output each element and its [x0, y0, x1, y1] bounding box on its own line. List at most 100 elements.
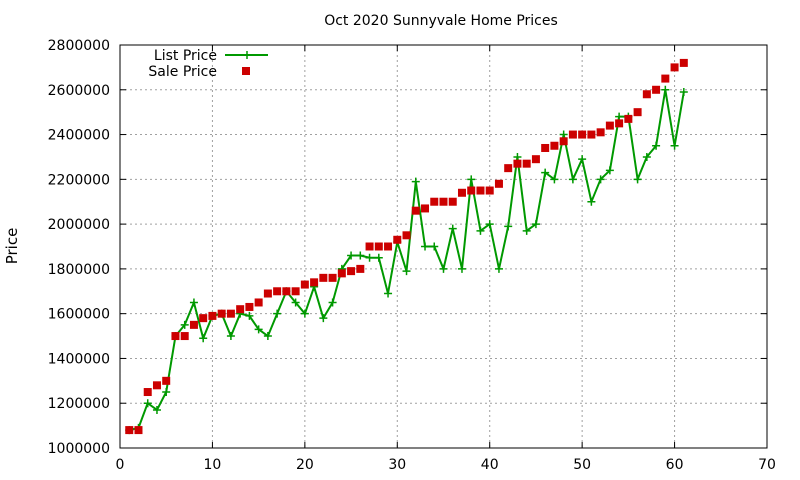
list-price-point — [596, 175, 605, 184]
sale-price-point — [411, 206, 420, 215]
sale-price-point — [199, 314, 208, 323]
tick-labels: 0 10 20 30 40 50 60 70 1000000 1200000 1400000 1600… — [48, 38, 776, 473]
list-price-point — [143, 399, 152, 408]
list-price-point — [679, 88, 688, 97]
sale-price-point — [356, 264, 365, 273]
sale-price-point — [374, 242, 383, 251]
list-price-point — [568, 175, 577, 184]
sale-price-point — [642, 90, 651, 99]
sale-price-point — [578, 130, 587, 139]
list-price-point — [642, 152, 651, 161]
y-tick-label: 2400000 — [48, 128, 110, 144]
list-price-point — [531, 220, 540, 229]
list-price-point — [411, 177, 420, 186]
sale-price-point — [439, 197, 448, 206]
sale-price-point — [282, 287, 291, 296]
sale-price-point — [476, 186, 485, 195]
sale-price-point — [661, 74, 670, 83]
list-price-point — [615, 112, 624, 121]
x-tick-label: 20 — [296, 457, 314, 473]
chart-title: Oct 2020 Sunnyvale Home Prices — [324, 13, 558, 29]
list-price-point — [263, 332, 272, 341]
list-price-point — [162, 388, 171, 397]
sale-price-point — [633, 108, 642, 117]
sale-price-point — [171, 332, 180, 341]
list-price-point — [189, 298, 198, 307]
list-price-point — [670, 141, 679, 150]
list-price-point — [652, 141, 661, 150]
list-price-point — [347, 251, 356, 260]
sale-price-point — [485, 186, 494, 195]
y-axis-label: Price — [3, 228, 21, 265]
sale-price-point — [189, 320, 198, 329]
sale-price-point — [254, 298, 263, 307]
list-price-point — [605, 166, 614, 175]
y-tick-label: 1200000 — [48, 396, 110, 412]
list-price-point — [430, 242, 439, 251]
legend-plus-glyph — [243, 51, 251, 59]
sale-price-point — [421, 204, 430, 213]
list-price-point — [226, 332, 235, 341]
sale-price-point — [143, 388, 152, 397]
sale-price-point — [467, 186, 476, 195]
sale-price-point — [152, 381, 161, 390]
list-price-point — [494, 264, 503, 273]
legend-label-sale-price: Sale Price — [148, 64, 217, 80]
grid-lines — [120, 45, 767, 448]
list-price-point — [541, 168, 550, 177]
list-price-point — [485, 220, 494, 229]
sale-price-point — [513, 159, 522, 168]
list-price-point — [356, 251, 365, 260]
list-price-point — [439, 264, 448, 273]
sale-price-point — [587, 130, 596, 139]
sale-price-point — [310, 278, 319, 287]
y-tick-label: 1400000 — [48, 351, 110, 367]
list-price-point — [402, 267, 411, 276]
sale-price-point — [448, 197, 457, 206]
sale-price-point — [236, 305, 245, 314]
y-tick-label: 1800000 — [48, 262, 110, 278]
list-price-point — [587, 197, 596, 206]
sale-price-point — [430, 197, 439, 206]
sale-price-point — [300, 280, 309, 289]
sale-price-point — [531, 155, 540, 164]
list-price-point — [578, 155, 587, 164]
list-price-point — [328, 298, 337, 307]
list-price-point — [300, 309, 309, 318]
x-tick-label: 30 — [388, 457, 406, 473]
sale-price-point — [226, 309, 235, 318]
y-tick-label: 2800000 — [48, 38, 110, 54]
sale-price-point — [550, 141, 559, 150]
sale-price-point — [217, 309, 226, 318]
sale-price-point — [504, 164, 513, 173]
plot-frame — [119, 44, 768, 449]
list-price-point — [504, 222, 513, 231]
sale-price-point — [347, 267, 356, 276]
list-price-point — [384, 289, 393, 298]
sale-price-point — [494, 179, 503, 188]
list-price-point — [245, 311, 254, 320]
sale-price-point — [134, 426, 143, 435]
x-tick-label: 0 — [116, 457, 125, 473]
list-price-point — [513, 152, 522, 161]
x-tick-label: 10 — [204, 457, 222, 473]
sale-price-point — [180, 332, 189, 341]
y-tick-label: 2000000 — [48, 217, 110, 233]
x-tick-label: 40 — [481, 457, 499, 473]
list-price-point — [476, 226, 485, 235]
sale-price-point — [596, 128, 605, 137]
y-tick-label: 2600000 — [48, 83, 110, 99]
sale-price-point — [541, 143, 550, 152]
sale-price-point — [273, 287, 282, 296]
legend-marker-list-price — [243, 51, 251, 59]
list-price-point — [633, 175, 642, 184]
sale-price-point — [208, 311, 217, 320]
y-tick-label: 1000000 — [48, 441, 110, 457]
y-tick-label: 2200000 — [48, 172, 110, 188]
list-price-point — [467, 175, 476, 184]
legend-label-list-price: List Price — [154, 48, 217, 64]
sale-price-point — [402, 231, 411, 240]
sale-price-point — [393, 235, 402, 244]
x-tick-label: 60 — [666, 457, 684, 473]
